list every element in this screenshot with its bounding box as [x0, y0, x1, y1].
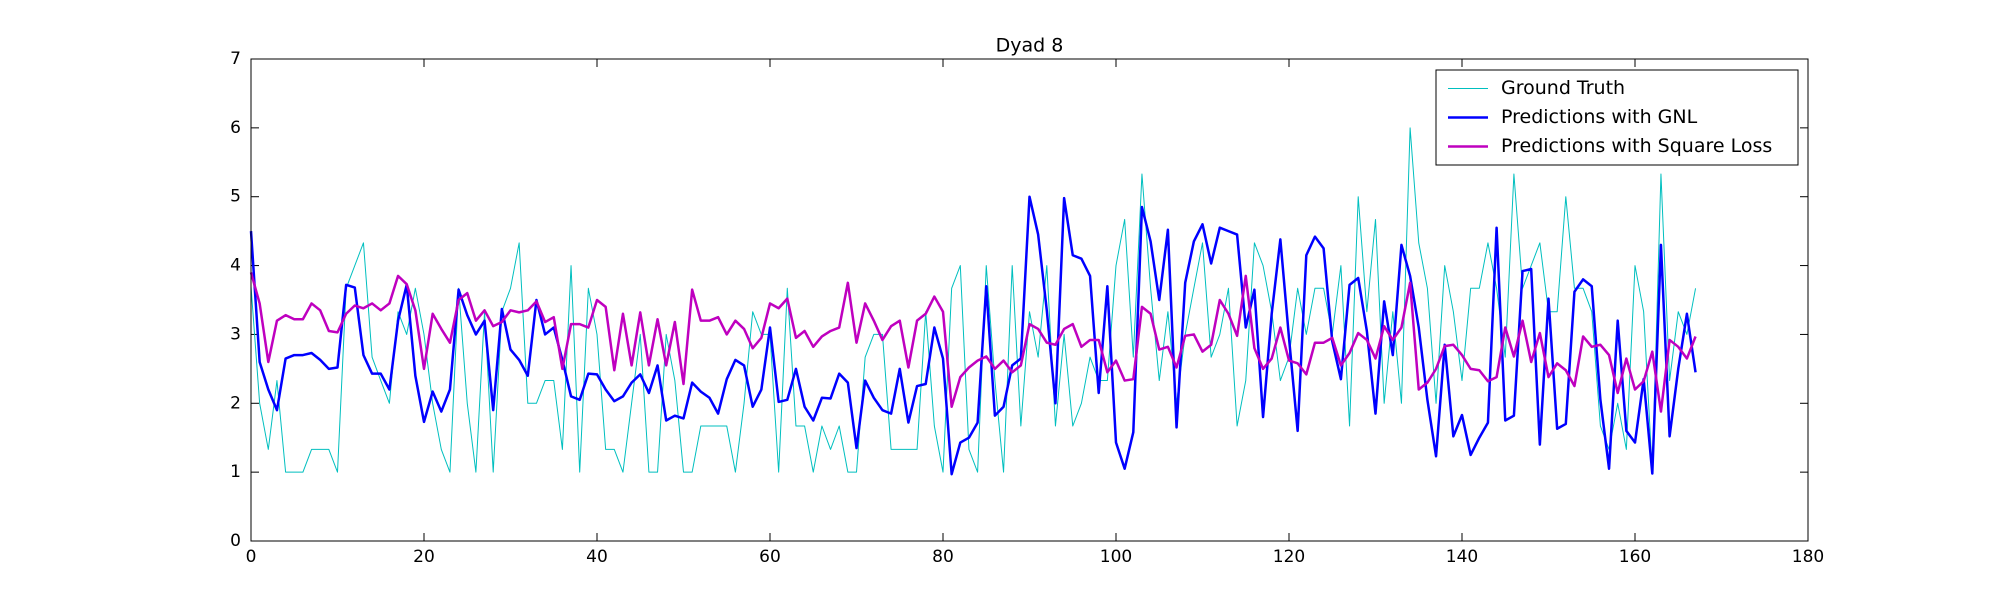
chart-title: Dyad 8 — [996, 35, 1064, 57]
series-line — [250, 127, 1697, 473]
x-tick-label: 120 — [1273, 547, 1305, 567]
x-tick-label: 80 — [932, 547, 954, 567]
x-tick-label: 40 — [586, 547, 608, 567]
y-tick-label: 5 — [230, 187, 241, 207]
legend-label: Predictions with GNL — [1501, 106, 1698, 128]
x-tick-label: 140 — [1446, 547, 1478, 567]
x-tick-label: 20 — [413, 547, 435, 567]
y-tick-label: 4 — [230, 256, 241, 276]
x-tick-label: 160 — [1619, 547, 1651, 567]
legend-box — [1435, 69, 1799, 166]
legend-label: Ground Truth — [1501, 77, 1625, 99]
y-tick-label: 2 — [230, 393, 241, 413]
y-tick-label: 6 — [230, 118, 241, 138]
x-tick-label: 100 — [1100, 547, 1132, 567]
series-line — [249, 195, 1697, 476]
x-tick-label: 0 — [246, 547, 257, 567]
y-tick-label: 0 — [230, 531, 241, 551]
y-tick-label: 1 — [230, 462, 241, 482]
series-line — [249, 272, 1697, 413]
x-tick-label: 180 — [1792, 547, 1824, 567]
y-tick-label: 7 — [230, 49, 241, 69]
plot-frame — [250, 58, 1809, 542]
y-tick-label: 3 — [230, 324, 241, 344]
x-tick-label: 60 — [759, 547, 781, 567]
legend-label: Predictions with Square Loss — [1501, 135, 1772, 157]
